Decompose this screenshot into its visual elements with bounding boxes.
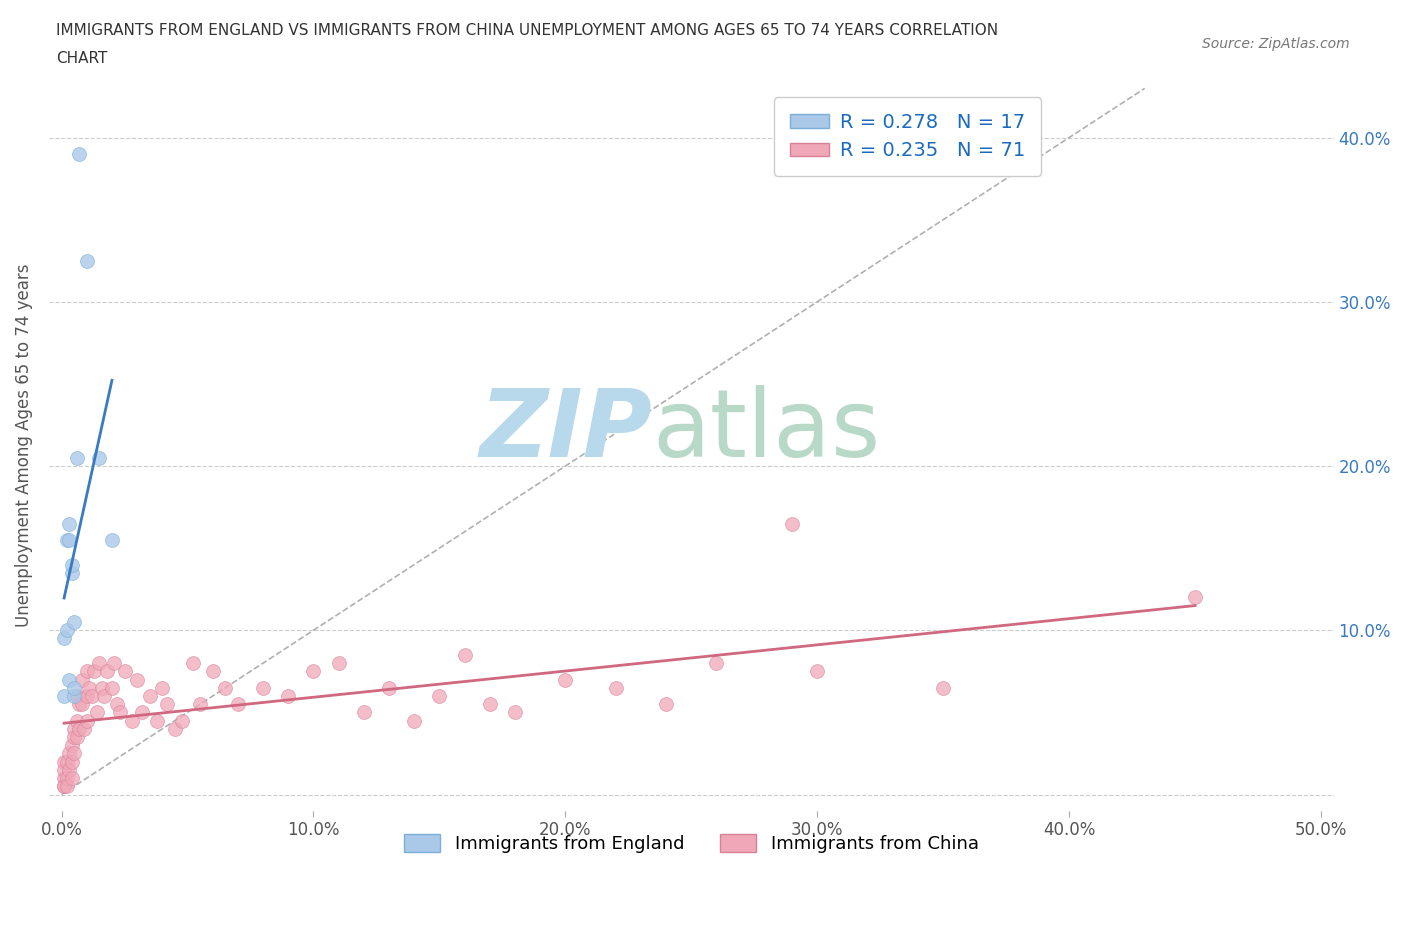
Point	[554, 672, 576, 687]
Point	[214, 681, 236, 696]
Point	[453, 647, 475, 662]
Point	[76, 253, 98, 268]
Point	[63, 615, 86, 630]
Point	[53, 688, 76, 703]
Point	[201, 664, 224, 679]
Point	[181, 656, 204, 671]
Point	[53, 631, 76, 646]
Point	[53, 763, 76, 777]
Point	[55, 533, 77, 548]
Point	[404, 713, 426, 728]
Point	[53, 778, 76, 793]
Point	[105, 697, 128, 711]
Point	[127, 672, 149, 687]
Point	[131, 705, 153, 720]
Point	[121, 713, 143, 728]
Point	[89, 450, 111, 465]
Point	[76, 664, 98, 679]
Point	[60, 771, 83, 786]
Point	[103, 656, 125, 671]
Point	[58, 672, 80, 687]
Point	[90, 681, 112, 696]
Y-axis label: Unemployment Among Ages 65 to 74 years: Unemployment Among Ages 65 to 74 years	[15, 264, 32, 627]
Point	[67, 697, 90, 711]
Text: IMMIGRANTS FROM ENGLAND VS IMMIGRANTS FROM CHINA UNEMPLOYMENT AMONG AGES 65 TO 7: IMMIGRANTS FROM ENGLAND VS IMMIGRANTS FR…	[56, 23, 998, 38]
Text: Source: ZipAtlas.com: Source: ZipAtlas.com	[1202, 37, 1350, 51]
Point	[146, 713, 169, 728]
Point	[58, 533, 80, 548]
Point	[150, 681, 173, 696]
Point	[77, 681, 100, 696]
Point	[66, 450, 89, 465]
Text: CHART: CHART	[56, 51, 108, 66]
Point	[55, 754, 77, 769]
Point	[67, 147, 90, 162]
Point	[89, 656, 111, 671]
Point	[706, 656, 728, 671]
Point	[55, 771, 77, 786]
Point	[655, 697, 678, 711]
Point	[806, 664, 828, 679]
Point	[55, 778, 77, 793]
Point	[172, 713, 194, 728]
Point	[70, 672, 93, 687]
Point	[96, 664, 118, 679]
Point	[66, 730, 89, 745]
Point	[66, 713, 89, 728]
Point	[63, 688, 86, 703]
Point	[83, 664, 105, 679]
Point	[53, 778, 76, 793]
Legend: Immigrants from England, Immigrants from China: Immigrants from England, Immigrants from…	[396, 827, 986, 860]
Point	[101, 533, 124, 548]
Point	[60, 737, 83, 752]
Point	[58, 516, 80, 531]
Point	[80, 688, 103, 703]
Point	[605, 681, 627, 696]
Point	[780, 516, 803, 531]
Point	[163, 722, 186, 737]
Point	[63, 746, 86, 761]
Point	[86, 705, 108, 720]
Point	[76, 713, 98, 728]
Point	[70, 697, 93, 711]
Point	[60, 754, 83, 769]
Point	[156, 697, 179, 711]
Point	[73, 722, 96, 737]
Point	[108, 705, 131, 720]
Point	[53, 754, 76, 769]
Point	[63, 730, 86, 745]
Point	[63, 681, 86, 696]
Point	[1184, 590, 1206, 604]
Point	[138, 688, 160, 703]
Point	[932, 681, 955, 696]
Point	[353, 705, 375, 720]
Point	[188, 697, 211, 711]
Point	[378, 681, 401, 696]
Point	[328, 656, 350, 671]
Point	[429, 688, 451, 703]
Point	[478, 697, 501, 711]
Point	[503, 705, 526, 720]
Point	[66, 688, 89, 703]
Point	[101, 681, 124, 696]
Point	[93, 688, 115, 703]
Point	[302, 664, 325, 679]
Point	[58, 763, 80, 777]
Point	[63, 722, 86, 737]
Point	[226, 697, 249, 711]
Point	[114, 664, 136, 679]
Point	[53, 771, 76, 786]
Point	[58, 746, 80, 761]
Point	[55, 623, 77, 638]
Text: ZIP: ZIP	[479, 385, 652, 477]
Text: atlas: atlas	[652, 385, 882, 477]
Point	[252, 681, 274, 696]
Point	[67, 722, 90, 737]
Point	[277, 688, 299, 703]
Point	[60, 557, 83, 572]
Point	[60, 565, 83, 580]
Point	[76, 688, 98, 703]
